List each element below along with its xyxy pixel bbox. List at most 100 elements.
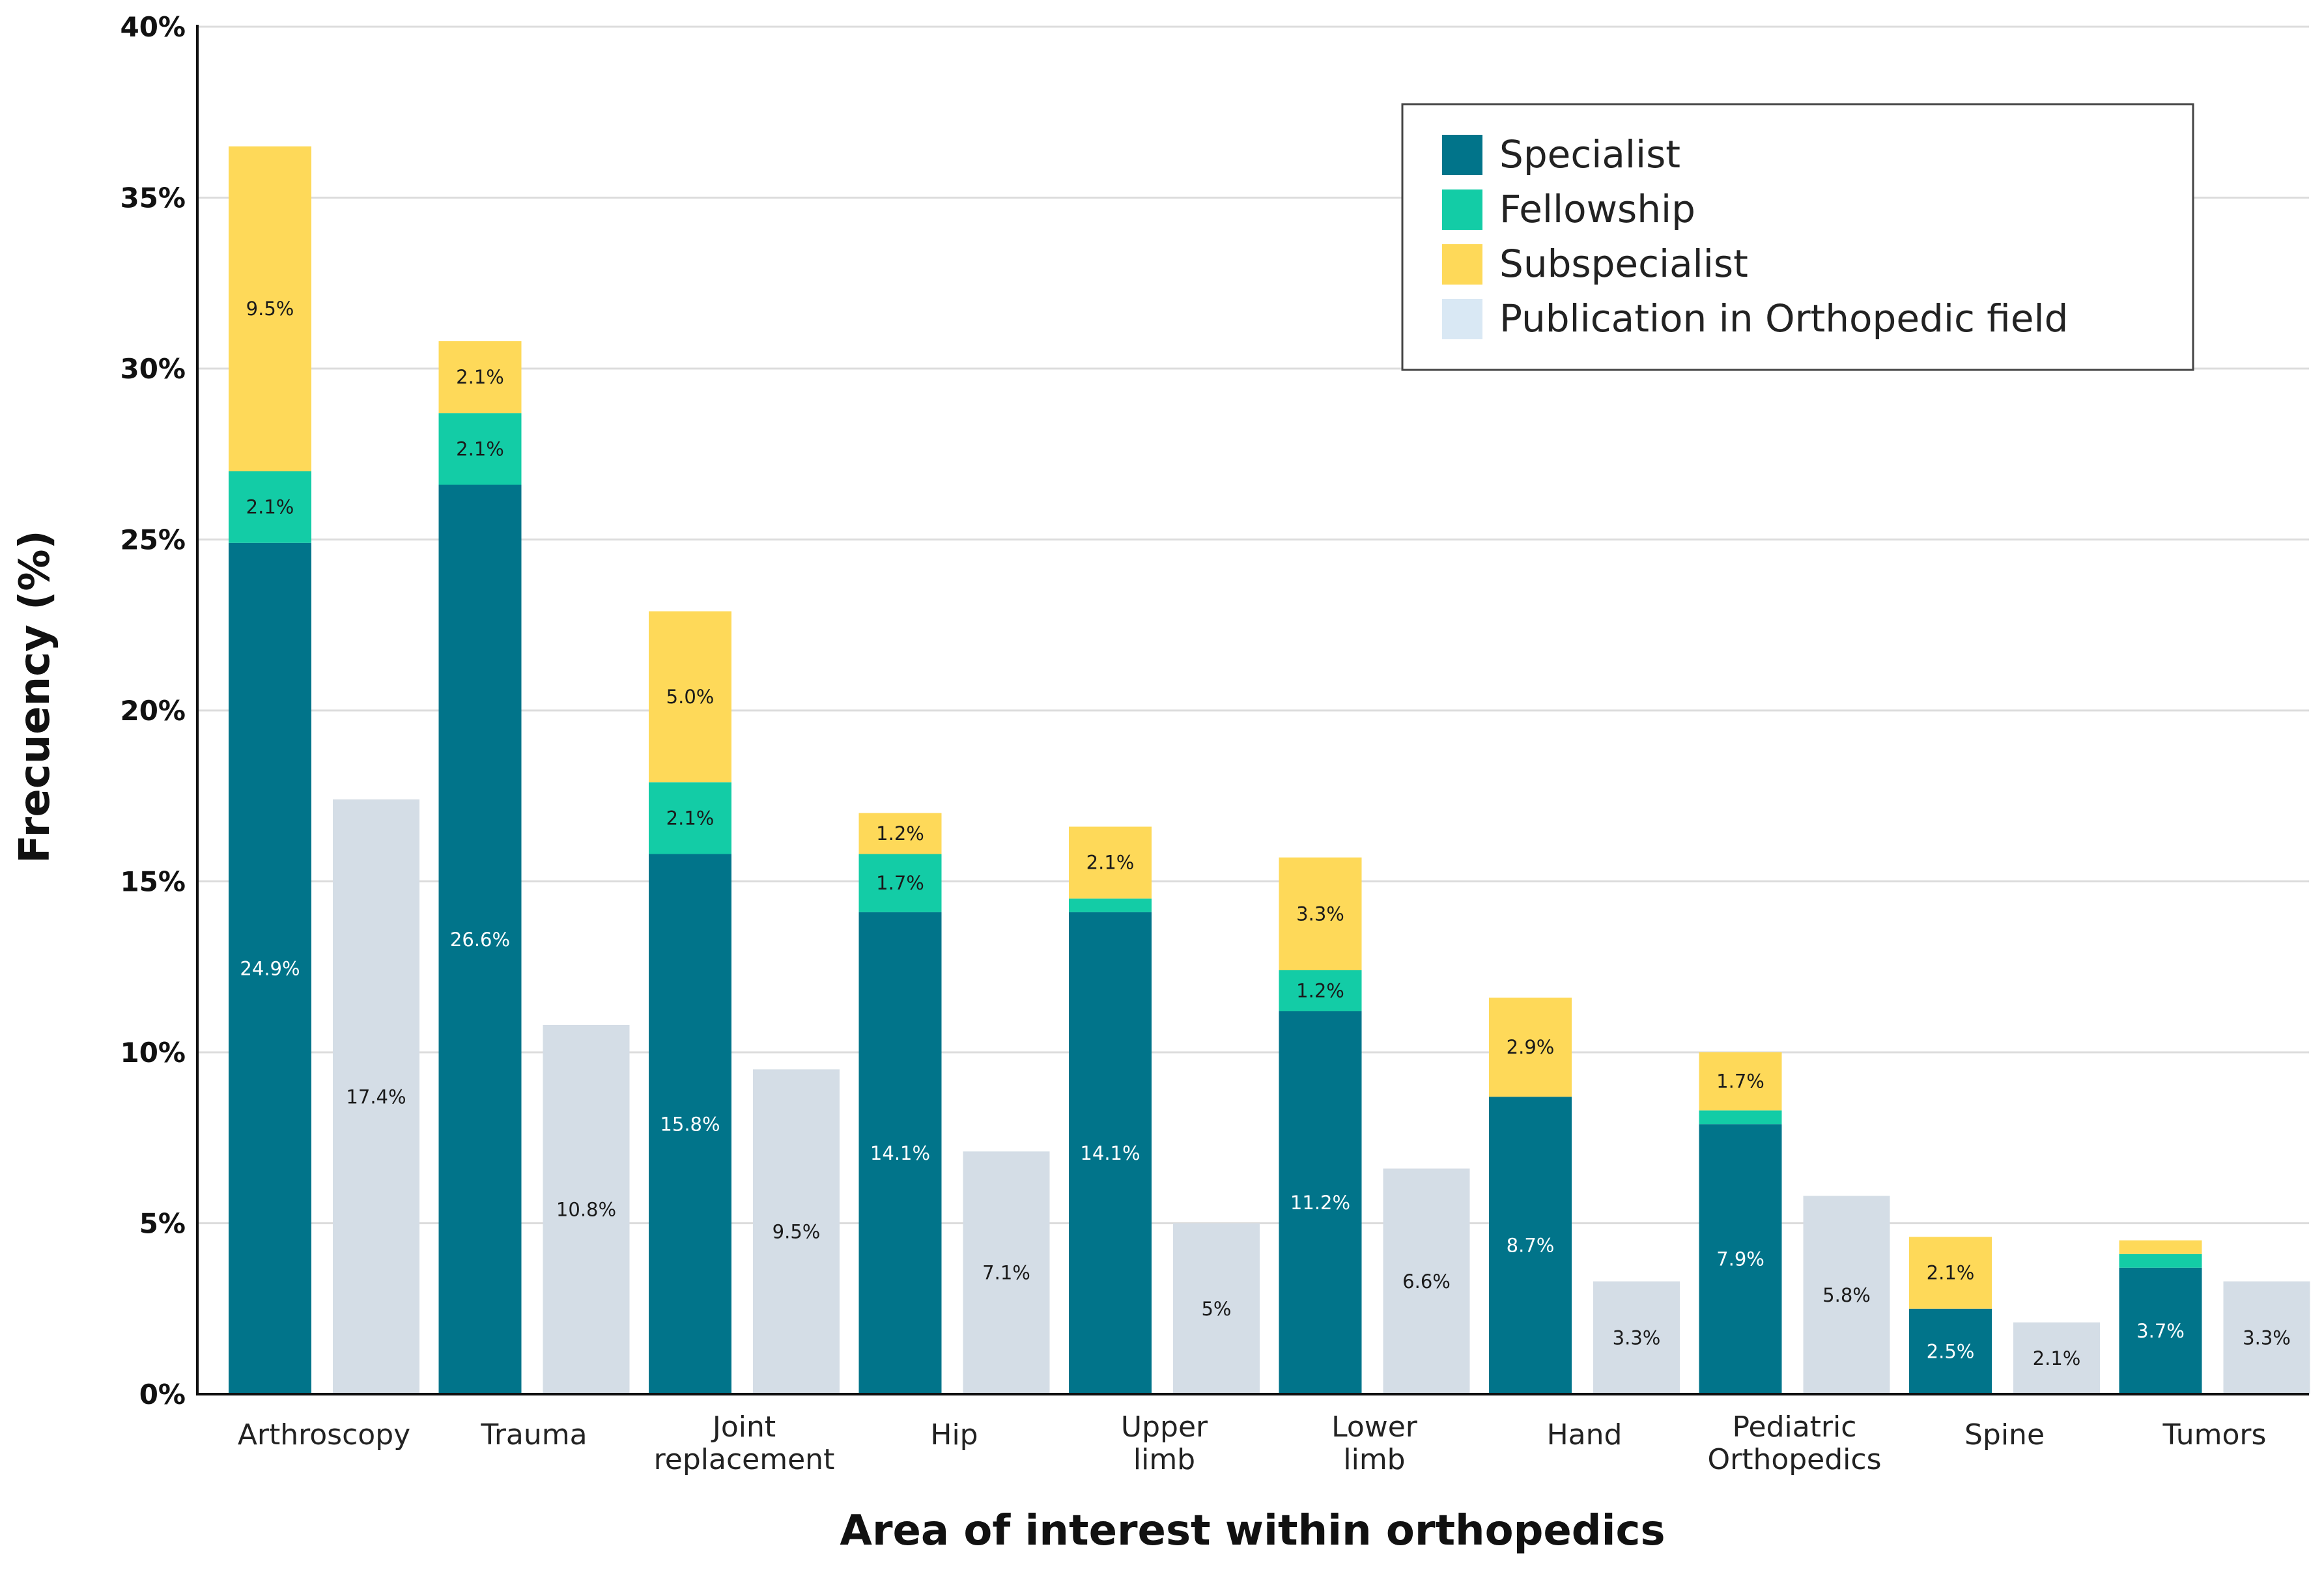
bar-segment-subspecialist — [2119, 1240, 2202, 1254]
legend-label: Fellowship — [1499, 187, 1695, 231]
x-axis-title: Area of interest within orthopedics — [840, 1507, 1665, 1555]
bar-segment-specialist — [1489, 1097, 1572, 1394]
legend-label: Publication in Orthopedic field — [1499, 296, 2068, 341]
legend-box — [1401, 103, 2194, 371]
x-tick-label: Lower — [1331, 1410, 1418, 1444]
data-label: 15.8% — [660, 1113, 720, 1135]
legend-swatch — [1442, 299, 1482, 339]
bar-segment-subspecialist — [1069, 826, 1152, 899]
data-label: 8.7% — [1507, 1235, 1555, 1257]
bar-segment-fellowship — [438, 413, 522, 485]
bar-segment-fellowship — [229, 471, 311, 543]
bar-segment-fellowship — [1279, 970, 1362, 1011]
axes — [196, 25, 2309, 1395]
data-label: 2.9% — [1507, 1036, 1555, 1058]
bar-segment-subspecialist — [1699, 1052, 1782, 1111]
data-label: 3.3% — [1296, 903, 1344, 925]
x-tick-label: Upper — [1121, 1410, 1208, 1444]
x-tick-label: Hand — [1547, 1418, 1623, 1451]
x-tick-label: Orthopedics — [1707, 1443, 1881, 1476]
data-label: 2.1% — [1086, 852, 1135, 874]
data-label: 1.7% — [1716, 1071, 1764, 1093]
data-label: 2.1% — [246, 496, 294, 518]
x-tick-label: replacement — [654, 1443, 835, 1476]
y-tick-label: 40% — [120, 11, 186, 43]
bar-segment-subspecialist — [1909, 1237, 1992, 1309]
y-tick-label: 20% — [120, 695, 186, 727]
y-tick-label: 35% — [120, 182, 186, 214]
bar-publication — [2013, 1322, 2100, 1394]
x-tick-label: Hip — [930, 1418, 978, 1451]
data-label: 2.1% — [1927, 1262, 1975, 1284]
data-label: 5% — [1201, 1298, 1231, 1320]
bar-publication — [1383, 1168, 1470, 1394]
legend-swatch — [1442, 244, 1482, 285]
bar-segment-specialist — [1699, 1124, 1782, 1394]
x-tick-label: Pediatric — [1733, 1410, 1857, 1444]
bar-segment-specialist — [2119, 1267, 2202, 1394]
bars: 24.9% 2.1% 9.5% 17.4% 26.6% 2.1% 2.1% 10.8% 15.8… — [229, 146, 2310, 1394]
data-label: 2.5% — [1927, 1340, 1975, 1362]
data-label: 3.3% — [2243, 1326, 2291, 1349]
legend-label: Subspecialist — [1499, 242, 1748, 286]
data-label: 2.1% — [666, 807, 715, 829]
bar-segment-specialist — [1069, 912, 1152, 1394]
data-label: 14.1% — [870, 1142, 930, 1164]
data-label: 1.2% — [876, 822, 924, 845]
x-tick-label: Tumors — [2162, 1418, 2267, 1451]
data-label: 11.2% — [1290, 1192, 1350, 1214]
bar-publication — [1803, 1196, 1890, 1394]
data-label: 5.0% — [666, 686, 715, 708]
legend-swatch — [1442, 189, 1482, 230]
bar-segment-specialist — [858, 912, 942, 1394]
bar-segment-subspecialist — [858, 813, 942, 854]
x-tick-label: limb — [1133, 1443, 1195, 1476]
x-tick-label: Arthroscopy — [238, 1418, 410, 1451]
bar-segment-fellowship — [1699, 1110, 1782, 1125]
data-label: 7.9% — [1716, 1248, 1764, 1270]
bar-publication — [753, 1069, 840, 1394]
bar-publication — [1593, 1281, 1680, 1394]
data-label: 24.9% — [240, 957, 300, 979]
bar-segment-subspecialist — [649, 611, 731, 783]
y-tick-label: 0% — [139, 1379, 186, 1410]
legend-label: Specialist — [1499, 132, 1680, 176]
y-tick-label: 15% — [120, 866, 186, 898]
data-label: 14.1% — [1080, 1142, 1140, 1164]
bar-segment-specialist — [1279, 1011, 1362, 1394]
x-tick-label: limb — [1343, 1443, 1405, 1476]
data-label: 26.6% — [450, 929, 510, 951]
bar-segment-fellowship — [858, 854, 942, 912]
bar-segment-subspecialist — [1489, 998, 1572, 1097]
data-label: 7.1% — [982, 1262, 1030, 1284]
bar-segment-subspecialist — [438, 341, 522, 414]
y-axis-title: Frecuency (%) — [11, 530, 59, 863]
data-label: 2.1% — [2033, 1347, 2081, 1369]
data-label: 3.7% — [2136, 1320, 2185, 1342]
y-tick-label: 25% — [120, 524, 186, 556]
bar-publication — [963, 1151, 1050, 1394]
bar-segment-subspecialist — [1279, 857, 1362, 970]
bar-segment-fellowship — [2119, 1254, 2202, 1268]
data-label: 9.5% — [772, 1221, 821, 1243]
legend-swatch — [1442, 135, 1482, 175]
bar-publication — [1173, 1223, 1260, 1394]
bar-segment-fellowship — [1069, 898, 1152, 912]
data-label: 17.4% — [346, 1086, 406, 1108]
bar-segment-fellowship — [649, 782, 731, 854]
y-tick-label: 10% — [120, 1037, 186, 1069]
legend: Specialist Fellowship Subspecialist Publica… — [1401, 103, 2194, 371]
x-tick-label: Spine — [1964, 1418, 2045, 1451]
data-label: 1.2% — [1296, 980, 1344, 1002]
data-label: 3.3% — [1613, 1326, 1661, 1349]
bar-segment-specialist — [1909, 1308, 1992, 1394]
bar-segment-specialist — [649, 854, 731, 1394]
bar-segment-specialist — [438, 484, 522, 1394]
y-tick-label: 5% — [139, 1208, 186, 1240]
bar-publication — [333, 799, 419, 1394]
data-label: 5.8% — [1822, 1284, 1871, 1306]
data-label: 2.1% — [456, 438, 504, 460]
data-label: 10.8% — [556, 1199, 616, 1221]
